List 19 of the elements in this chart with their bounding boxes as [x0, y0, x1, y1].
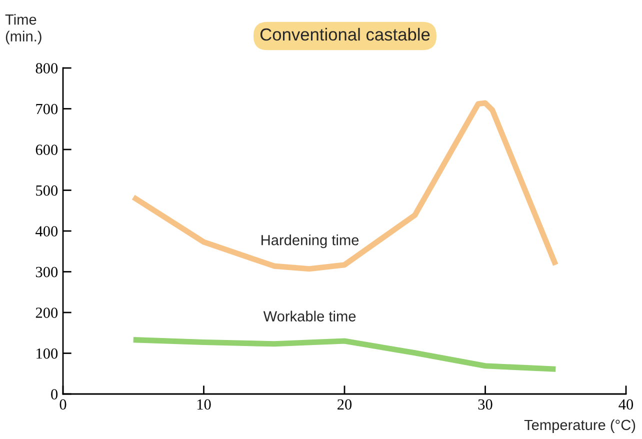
x-tick-label: 30: [478, 399, 492, 410]
y-tick-label: 600: [36, 144, 58, 155]
series-label: Hardening time: [262, 234, 359, 248]
y-tick-label: 0: [51, 389, 58, 400]
x-tick-label: 40: [618, 399, 634, 410]
chart-title: Conventional castable: [260, 28, 430, 41]
y-tick-label: 500: [36, 185, 58, 196]
y-tick-label: 400: [36, 226, 58, 236]
y-axis-title: Time (min.): [5, 14, 42, 44]
x-axis-title: Temperature (°C): [524, 419, 636, 433]
y-tick-label: 700: [36, 104, 58, 114]
y-tick-label: 300: [36, 266, 58, 278]
series-label: Workable time: [263, 310, 356, 322]
x-tick-label: 0: [60, 399, 66, 410]
x-tick-label: 20: [338, 399, 352, 410]
y-tick-label: 100: [36, 348, 58, 359]
x-tick-label: 10: [197, 399, 211, 410]
y-tick-label: 200: [36, 308, 58, 318]
y-tick-label: 800: [36, 63, 58, 74]
